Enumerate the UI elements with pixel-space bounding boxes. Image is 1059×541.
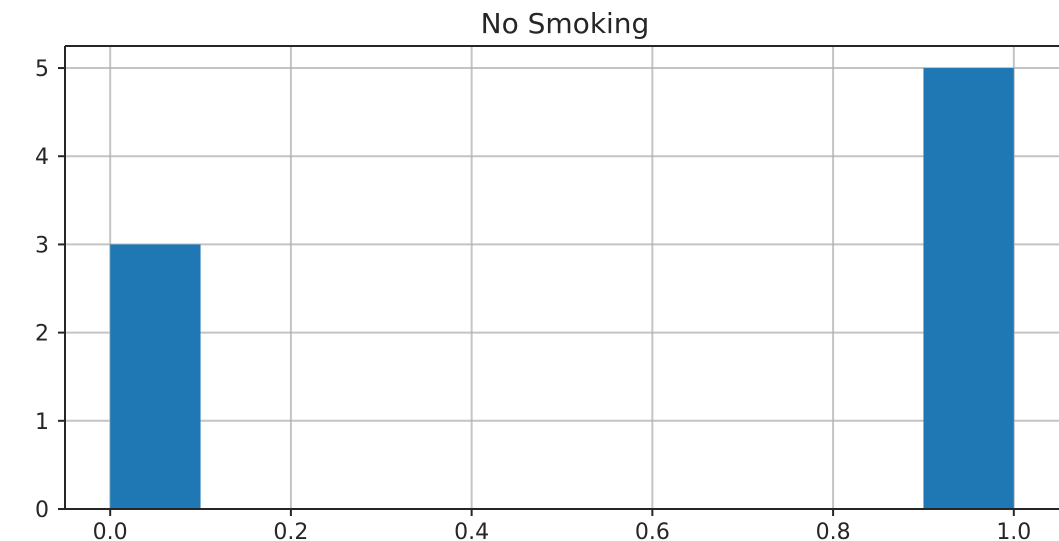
histogram-bar-0 [110, 244, 201, 509]
x-tick-label: 0.4 [454, 520, 489, 541]
grid-lines [65, 46, 1059, 510]
histogram-bar-9 [923, 68, 1014, 510]
x-tick-label: 0.8 [816, 520, 851, 541]
x-tick-label: 0.6 [635, 520, 670, 541]
y-tick-label: 0 [35, 498, 49, 523]
bars [110, 68, 1014, 510]
x-tick-label: 1.0 [996, 520, 1031, 541]
x-tick-label: 0.2 [273, 520, 308, 541]
axes [64, 45, 1059, 510]
y-tick-label: 5 [35, 57, 49, 82]
chart-title: No Smoking [481, 7, 650, 40]
x-axis-ticks: 0.0 0.2 0.4 0.6 0.8 1.0 [93, 509, 1031, 541]
y-tick-label: 1 [35, 410, 49, 435]
x-tick-label: 0.0 [93, 520, 128, 541]
y-tick-label: 3 [35, 233, 49, 258]
y-tick-label: 4 [35, 145, 49, 170]
y-axis-ticks: 0 1 2 3 4 5 [35, 57, 65, 523]
y-tick-label: 2 [35, 322, 49, 347]
